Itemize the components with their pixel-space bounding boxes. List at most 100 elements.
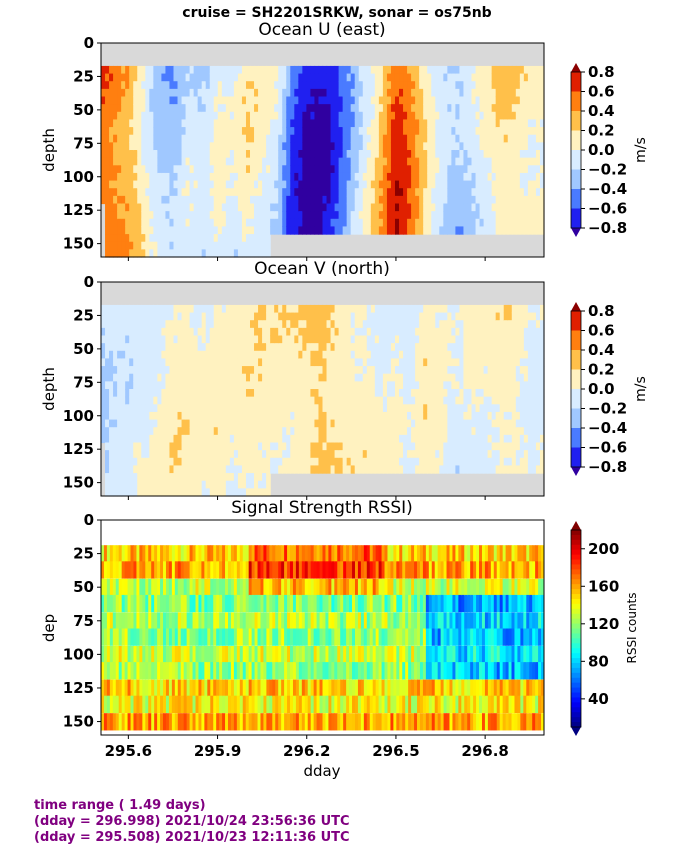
velocity-cell: [258, 165, 263, 174]
velocity-cell: [237, 366, 243, 375]
velocity-cell: [101, 150, 106, 159]
velocity-cell: [185, 373, 191, 382]
velocity-cell: [177, 404, 183, 413]
velocity-cell: [113, 188, 118, 197]
velocity-cell: [177, 366, 183, 375]
velocity-cell: [531, 226, 537, 235]
velocity-cell: [322, 343, 328, 352]
velocity-cell: [266, 327, 271, 337]
velocity-cell: [419, 335, 424, 344]
velocity-cell: [411, 312, 416, 321]
velocity-cell: [366, 81, 372, 90]
velocity-cell: [113, 241, 118, 250]
velocity-cell: [205, 73, 211, 82]
velocity-cell: [310, 450, 316, 459]
velocity-cell: [161, 127, 167, 136]
velocity-cell: [258, 343, 263, 352]
velocity-cell: [475, 396, 481, 405]
velocity-cell: [173, 180, 179, 189]
velocity-cell: [306, 188, 312, 197]
velocity-cell: [205, 65, 211, 75]
velocity-cell: [403, 389, 408, 398]
velocity-cell: [294, 434, 299, 444]
velocity-cell: [350, 134, 356, 143]
velocity-cell: [318, 411, 324, 421]
velocity-cell: [129, 396, 134, 405]
velocity-cell: [386, 188, 392, 197]
velocity-cell: [266, 442, 271, 451]
velocity-cell: [177, 188, 183, 197]
velocity-cell: [189, 373, 195, 382]
velocity-cell: [189, 211, 195, 220]
velocity-cell: [213, 457, 219, 467]
velocity-cell: [403, 104, 408, 113]
velocity-cell: [209, 104, 215, 113]
velocity-cell: [161, 350, 167, 360]
velocity-cell: [346, 73, 352, 82]
velocity-cell: [205, 343, 211, 352]
velocity-cell: [411, 373, 416, 382]
velocity-cell: [487, 65, 493, 75]
velocity-cell: [258, 427, 263, 436]
velocity-cell: [487, 327, 493, 337]
velocity-cell: [310, 165, 316, 174]
velocity-cell: [302, 442, 307, 451]
velocity-cell: [205, 150, 211, 159]
velocity-cell: [487, 434, 493, 444]
velocity-cell: [495, 419, 501, 428]
velocity-cell: [302, 427, 307, 436]
velocity-cell: [326, 434, 332, 444]
velocity-cell: [338, 389, 344, 398]
velocity-cell: [447, 104, 452, 113]
velocity-cell: [229, 119, 235, 128]
velocity-cell: [121, 234, 126, 243]
velocity-cell: [294, 320, 299, 329]
velocity-cell: [403, 396, 408, 405]
velocity-cell: [451, 88, 456, 98]
velocity-cell: [278, 450, 283, 459]
velocity-cell: [133, 366, 138, 375]
velocity-cell: [515, 350, 521, 360]
velocity-cell: [113, 134, 118, 143]
velocity-cell: [403, 203, 408, 212]
velocity-cell: [374, 195, 380, 205]
velocity-cell: [189, 312, 195, 321]
velocity-cell: [431, 404, 436, 413]
velocity-cell: [495, 150, 501, 159]
velocity-cell: [125, 211, 130, 220]
velocity-cell: [374, 404, 380, 413]
velocity-cell: [185, 142, 191, 151]
velocity-cell: [185, 104, 191, 113]
velocity-cell: [423, 81, 428, 90]
velocity-cell: [419, 366, 424, 375]
velocity-cell: [274, 195, 279, 205]
velocity-cell: [431, 218, 436, 228]
velocity-cell: [306, 320, 312, 329]
velocity-cell: [419, 96, 424, 105]
velocity-cell: [338, 350, 344, 360]
velocity-cell: [318, 142, 324, 151]
velocity-cell: [390, 65, 396, 75]
velocity-cell: [399, 366, 404, 375]
velocity-cell: [423, 457, 428, 467]
velocity-cell: [298, 358, 303, 367]
velocity-cell: [455, 150, 461, 159]
velocity-cell: [366, 434, 372, 444]
velocity-cell: [173, 65, 179, 75]
velocity-cell: [105, 104, 110, 113]
velocity-cell: [129, 249, 134, 258]
velocity-cell: [330, 450, 336, 459]
velocity-cell: [382, 172, 388, 182]
velocity-cell: [431, 465, 436, 474]
velocity-cell: [350, 150, 356, 159]
velocity-cell: [274, 442, 279, 451]
velocity-cell: [153, 396, 158, 405]
velocity-cell: [137, 134, 142, 143]
velocity-cell: [459, 134, 465, 143]
velocity-cell: [439, 88, 444, 98]
velocity-cell: [241, 304, 247, 314]
velocity-cell: [197, 457, 203, 467]
velocity-cell: [390, 312, 396, 321]
velocity-cell: [419, 411, 424, 421]
velocity-cell: [310, 111, 316, 121]
